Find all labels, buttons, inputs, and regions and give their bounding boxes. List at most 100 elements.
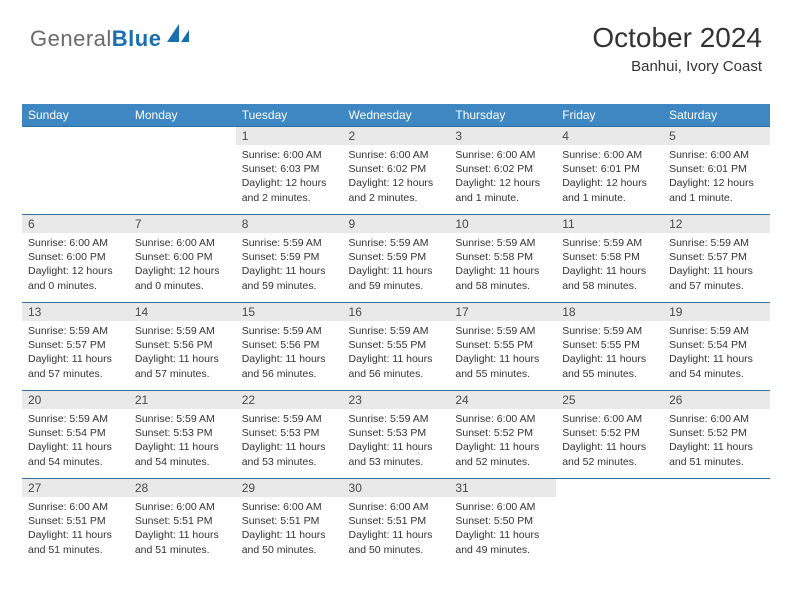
day-header: Thursday xyxy=(449,104,556,127)
day-details: Sunrise: 5:59 AM Sunset: 5:56 PM Dayligh… xyxy=(129,321,236,385)
day-details: Sunrise: 6:00 AM Sunset: 5:50 PM Dayligh… xyxy=(449,497,556,561)
calendar-cell: 14Sunrise: 5:59 AM Sunset: 5:56 PM Dayli… xyxy=(129,303,236,391)
day-number: 10 xyxy=(449,215,556,233)
day-details: Sunrise: 5:59 AM Sunset: 5:56 PM Dayligh… xyxy=(236,321,343,385)
day-details: Sunrise: 6:00 AM Sunset: 6:00 PM Dayligh… xyxy=(22,233,129,297)
day-header: Monday xyxy=(129,104,236,127)
day-header: Tuesday xyxy=(236,104,343,127)
calendar-cell: 22Sunrise: 5:59 AM Sunset: 5:53 PM Dayli… xyxy=(236,391,343,479)
day-number: 1 xyxy=(236,127,343,145)
day-header: Wednesday xyxy=(343,104,450,127)
calendar-cell: 3Sunrise: 6:00 AM Sunset: 6:02 PM Daylig… xyxy=(449,127,556,215)
day-details: Sunrise: 6:00 AM Sunset: 6:02 PM Dayligh… xyxy=(449,145,556,209)
day-number: 14 xyxy=(129,303,236,321)
day-details: Sunrise: 6:00 AM Sunset: 6:03 PM Dayligh… xyxy=(236,145,343,209)
day-details: Sunrise: 5:59 AM Sunset: 5:55 PM Dayligh… xyxy=(343,321,450,385)
calendar-cell: 10Sunrise: 5:59 AM Sunset: 5:58 PM Dayli… xyxy=(449,215,556,303)
day-details: Sunrise: 6:00 AM Sunset: 5:52 PM Dayligh… xyxy=(449,409,556,473)
day-number: 28 xyxy=(129,479,236,497)
day-details: Sunrise: 6:00 AM Sunset: 5:51 PM Dayligh… xyxy=(129,497,236,561)
day-details: Sunrise: 6:00 AM Sunset: 5:52 PM Dayligh… xyxy=(663,409,770,473)
day-number: 21 xyxy=(129,391,236,409)
calendar-body: 1Sunrise: 6:00 AM Sunset: 6:03 PM Daylig… xyxy=(22,127,770,567)
calendar-cell: 11Sunrise: 5:59 AM Sunset: 5:58 PM Dayli… xyxy=(556,215,663,303)
calendar-row: 20Sunrise: 5:59 AM Sunset: 5:54 PM Dayli… xyxy=(22,391,770,479)
page-title: October 2024 xyxy=(592,22,762,54)
day-number: 24 xyxy=(449,391,556,409)
day-details: Sunrise: 5:59 AM Sunset: 5:53 PM Dayligh… xyxy=(129,409,236,473)
day-number: 7 xyxy=(129,215,236,233)
calendar-cell: 2Sunrise: 6:00 AM Sunset: 6:02 PM Daylig… xyxy=(343,127,450,215)
calendar-cell: 26Sunrise: 6:00 AM Sunset: 5:52 PM Dayli… xyxy=(663,391,770,479)
day-number: 23 xyxy=(343,391,450,409)
day-number: 17 xyxy=(449,303,556,321)
calendar-cell xyxy=(556,479,663,567)
day-details: Sunrise: 5:59 AM Sunset: 5:59 PM Dayligh… xyxy=(343,233,450,297)
logo-general-text: General xyxy=(30,26,112,51)
day-details: Sunrise: 6:00 AM Sunset: 5:52 PM Dayligh… xyxy=(556,409,663,473)
calendar-cell: 20Sunrise: 5:59 AM Sunset: 5:54 PM Dayli… xyxy=(22,391,129,479)
day-header: Sunday xyxy=(22,104,129,127)
day-number: 15 xyxy=(236,303,343,321)
day-details: Sunrise: 5:59 AM Sunset: 5:54 PM Dayligh… xyxy=(22,409,129,473)
day-details: Sunrise: 5:59 AM Sunset: 5:58 PM Dayligh… xyxy=(556,233,663,297)
day-number: 16 xyxy=(343,303,450,321)
calendar-row: 1Sunrise: 6:00 AM Sunset: 6:03 PM Daylig… xyxy=(22,127,770,215)
day-header: Saturday xyxy=(663,104,770,127)
location-label: Banhui, Ivory Coast xyxy=(592,58,762,75)
day-number: 27 xyxy=(22,479,129,497)
day-details: Sunrise: 5:59 AM Sunset: 5:53 PM Dayligh… xyxy=(343,409,450,473)
calendar-row: 6Sunrise: 6:00 AM Sunset: 6:00 PM Daylig… xyxy=(22,215,770,303)
day-details: Sunrise: 5:59 AM Sunset: 5:59 PM Dayligh… xyxy=(236,233,343,297)
calendar-cell: 7Sunrise: 6:00 AM Sunset: 6:00 PM Daylig… xyxy=(129,215,236,303)
calendar-cell: 6Sunrise: 6:00 AM Sunset: 6:00 PM Daylig… xyxy=(22,215,129,303)
day-details: Sunrise: 5:59 AM Sunset: 5:55 PM Dayligh… xyxy=(449,321,556,385)
day-details: Sunrise: 5:59 AM Sunset: 5:58 PM Dayligh… xyxy=(449,233,556,297)
calendar-row: 27Sunrise: 6:00 AM Sunset: 5:51 PM Dayli… xyxy=(22,479,770,567)
day-number: 20 xyxy=(22,391,129,409)
day-number: 3 xyxy=(449,127,556,145)
day-details: Sunrise: 5:59 AM Sunset: 5:57 PM Dayligh… xyxy=(22,321,129,385)
calendar-cell: 21Sunrise: 5:59 AM Sunset: 5:53 PM Dayli… xyxy=(129,391,236,479)
calendar-cell: 16Sunrise: 5:59 AM Sunset: 5:55 PM Dayli… xyxy=(343,303,450,391)
calendar-cell: 29Sunrise: 6:00 AM Sunset: 5:51 PM Dayli… xyxy=(236,479,343,567)
day-number: 25 xyxy=(556,391,663,409)
calendar-cell: 9Sunrise: 5:59 AM Sunset: 5:59 PM Daylig… xyxy=(343,215,450,303)
logo: GeneralBlue xyxy=(30,26,191,52)
logo-sail-icon xyxy=(165,22,191,49)
day-details: Sunrise: 6:00 AM Sunset: 6:00 PM Dayligh… xyxy=(129,233,236,297)
day-details: Sunrise: 5:59 AM Sunset: 5:57 PM Dayligh… xyxy=(663,233,770,297)
day-details: Sunrise: 6:00 AM Sunset: 6:02 PM Dayligh… xyxy=(343,145,450,209)
day-number: 2 xyxy=(343,127,450,145)
day-number: 5 xyxy=(663,127,770,145)
calendar-cell: 13Sunrise: 5:59 AM Sunset: 5:57 PM Dayli… xyxy=(22,303,129,391)
calendar-cell: 25Sunrise: 6:00 AM Sunset: 5:52 PM Dayli… xyxy=(556,391,663,479)
day-details: Sunrise: 6:00 AM Sunset: 5:51 PM Dayligh… xyxy=(236,497,343,561)
day-header-row: Sunday Monday Tuesday Wednesday Thursday… xyxy=(22,104,770,127)
calendar-cell: 1Sunrise: 6:00 AM Sunset: 6:03 PM Daylig… xyxy=(236,127,343,215)
day-details: Sunrise: 6:00 AM Sunset: 6:01 PM Dayligh… xyxy=(556,145,663,209)
calendar-cell: 4Sunrise: 6:00 AM Sunset: 6:01 PM Daylig… xyxy=(556,127,663,215)
day-details: Sunrise: 6:00 AM Sunset: 6:01 PM Dayligh… xyxy=(663,145,770,209)
day-details: Sunrise: 5:59 AM Sunset: 5:53 PM Dayligh… xyxy=(236,409,343,473)
calendar-table: Sunday Monday Tuesday Wednesday Thursday… xyxy=(22,104,770,567)
day-number: 8 xyxy=(236,215,343,233)
calendar-cell: 28Sunrise: 6:00 AM Sunset: 5:51 PM Dayli… xyxy=(129,479,236,567)
calendar-cell: 15Sunrise: 5:59 AM Sunset: 5:56 PM Dayli… xyxy=(236,303,343,391)
calendar-cell: 23Sunrise: 5:59 AM Sunset: 5:53 PM Dayli… xyxy=(343,391,450,479)
day-details: Sunrise: 5:59 AM Sunset: 5:55 PM Dayligh… xyxy=(556,321,663,385)
day-number: 30 xyxy=(343,479,450,497)
calendar-cell xyxy=(129,127,236,215)
calendar-cell: 30Sunrise: 6:00 AM Sunset: 5:51 PM Dayli… xyxy=(343,479,450,567)
day-number: 29 xyxy=(236,479,343,497)
calendar-cell: 27Sunrise: 6:00 AM Sunset: 5:51 PM Dayli… xyxy=(22,479,129,567)
day-number: 31 xyxy=(449,479,556,497)
day-number: 4 xyxy=(556,127,663,145)
calendar-row: 13Sunrise: 5:59 AM Sunset: 5:57 PM Dayli… xyxy=(22,303,770,391)
day-details: Sunrise: 6:00 AM Sunset: 5:51 PM Dayligh… xyxy=(22,497,129,561)
calendar-cell: 18Sunrise: 5:59 AM Sunset: 5:55 PM Dayli… xyxy=(556,303,663,391)
calendar-cell xyxy=(22,127,129,215)
calendar-cell: 19Sunrise: 5:59 AM Sunset: 5:54 PM Dayli… xyxy=(663,303,770,391)
day-number: 13 xyxy=(22,303,129,321)
calendar-cell xyxy=(663,479,770,567)
